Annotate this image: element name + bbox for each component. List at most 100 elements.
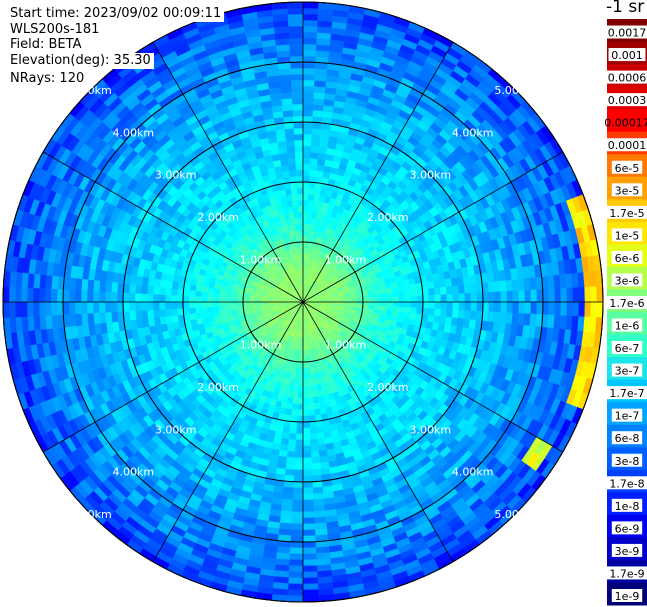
scan-cell xyxy=(105,311,113,323)
scan-cell xyxy=(158,309,166,318)
scan-cell xyxy=(292,493,304,501)
scan-cell xyxy=(164,308,172,317)
scan-cell xyxy=(362,294,370,300)
scan-cell xyxy=(92,301,100,314)
scan-cell xyxy=(313,92,326,100)
scan-cell xyxy=(307,211,313,219)
scan-cell xyxy=(310,450,320,459)
scan-cell xyxy=(314,80,327,88)
scan-cell xyxy=(75,313,83,327)
scan-cell xyxy=(3,301,10,318)
scan-cell xyxy=(392,291,400,298)
scan-cell xyxy=(310,456,321,464)
scan-cell xyxy=(68,289,76,303)
scan-cell xyxy=(279,516,292,524)
scan-cell xyxy=(129,310,137,321)
scan-cell xyxy=(440,301,448,310)
scan-cell xyxy=(590,301,598,318)
scan-cell xyxy=(242,301,250,306)
scan-cell xyxy=(433,315,441,324)
scan-cell xyxy=(410,289,418,297)
scan-cell xyxy=(129,283,137,294)
scan-cell xyxy=(236,298,244,303)
scan-cell xyxy=(511,312,519,325)
scan-cell xyxy=(452,301,460,311)
scan-cell xyxy=(282,426,291,434)
scan-cell xyxy=(281,498,293,506)
scan-cell xyxy=(302,541,317,549)
scan-cell xyxy=(135,310,143,320)
scan-cell xyxy=(386,301,394,307)
scan-cell xyxy=(302,13,319,21)
scan-cell xyxy=(302,433,311,441)
scan-cell xyxy=(298,385,304,393)
scan-cell xyxy=(422,288,430,296)
scan-cell xyxy=(302,553,317,561)
scan-cell xyxy=(3,286,10,303)
scan-cell xyxy=(81,313,89,326)
scan-cell xyxy=(290,409,298,417)
scan-cell xyxy=(440,294,448,303)
scan-cell xyxy=(302,589,319,597)
scan-cell xyxy=(293,385,299,393)
scan-cell xyxy=(524,301,532,315)
scan-cell xyxy=(313,498,325,506)
scan-cell xyxy=(309,169,318,177)
scan-cell xyxy=(302,487,314,495)
scan-cell xyxy=(404,296,412,303)
scan-cell xyxy=(182,307,190,315)
scan-cell xyxy=(310,444,319,453)
scan-cell xyxy=(302,445,312,453)
scan-cell xyxy=(536,301,544,315)
scan-cell xyxy=(392,301,400,308)
scan-cell xyxy=(302,49,317,57)
scan-cell xyxy=(416,289,424,297)
scan-cell xyxy=(207,311,215,318)
scan-cell xyxy=(302,211,308,219)
scan-cell xyxy=(302,355,307,363)
scan-cell xyxy=(386,306,394,312)
scan-cell xyxy=(302,481,313,489)
scan-cell xyxy=(409,283,417,291)
scan-cell xyxy=(356,298,364,303)
scan-cell xyxy=(469,310,477,321)
scan-cell xyxy=(287,583,304,591)
scan-cell xyxy=(302,373,308,381)
scan-cell xyxy=(439,279,447,288)
scan-cell xyxy=(316,164,325,172)
scan-cell xyxy=(164,287,172,296)
scan-cell xyxy=(285,456,296,464)
scan-cell xyxy=(98,291,106,303)
scan-cell xyxy=(158,286,166,295)
scan-cell xyxy=(314,408,322,416)
scan-cell xyxy=(302,61,316,69)
scan-cell xyxy=(313,98,325,106)
scan-cell xyxy=(310,145,320,154)
scan-cell xyxy=(427,314,435,323)
scan-cell xyxy=(302,475,313,483)
scan-cell xyxy=(290,529,304,537)
scan-cell xyxy=(75,277,83,291)
scan-cell xyxy=(362,298,370,303)
scan-cell xyxy=(20,287,28,303)
scan-cell xyxy=(578,287,586,303)
scan-cell xyxy=(302,499,314,507)
scan-cell xyxy=(302,19,318,27)
scan-cell xyxy=(560,301,568,317)
scan-cell xyxy=(206,296,214,303)
scan-cell xyxy=(317,438,326,446)
scan-cell xyxy=(494,301,502,313)
scan-cell xyxy=(440,309,448,318)
scan-cell xyxy=(302,511,315,519)
scan-cell xyxy=(307,397,314,405)
scan-cell xyxy=(293,475,304,483)
scan-cell xyxy=(307,199,314,207)
scan-cell xyxy=(176,288,184,296)
scan-cell xyxy=(290,535,304,543)
scan-cell xyxy=(398,296,406,303)
scan-cell xyxy=(212,301,220,307)
scan-cell xyxy=(189,313,197,321)
scan-cell xyxy=(62,289,70,303)
scan-cell xyxy=(302,157,311,165)
scan-cell xyxy=(116,292,124,303)
